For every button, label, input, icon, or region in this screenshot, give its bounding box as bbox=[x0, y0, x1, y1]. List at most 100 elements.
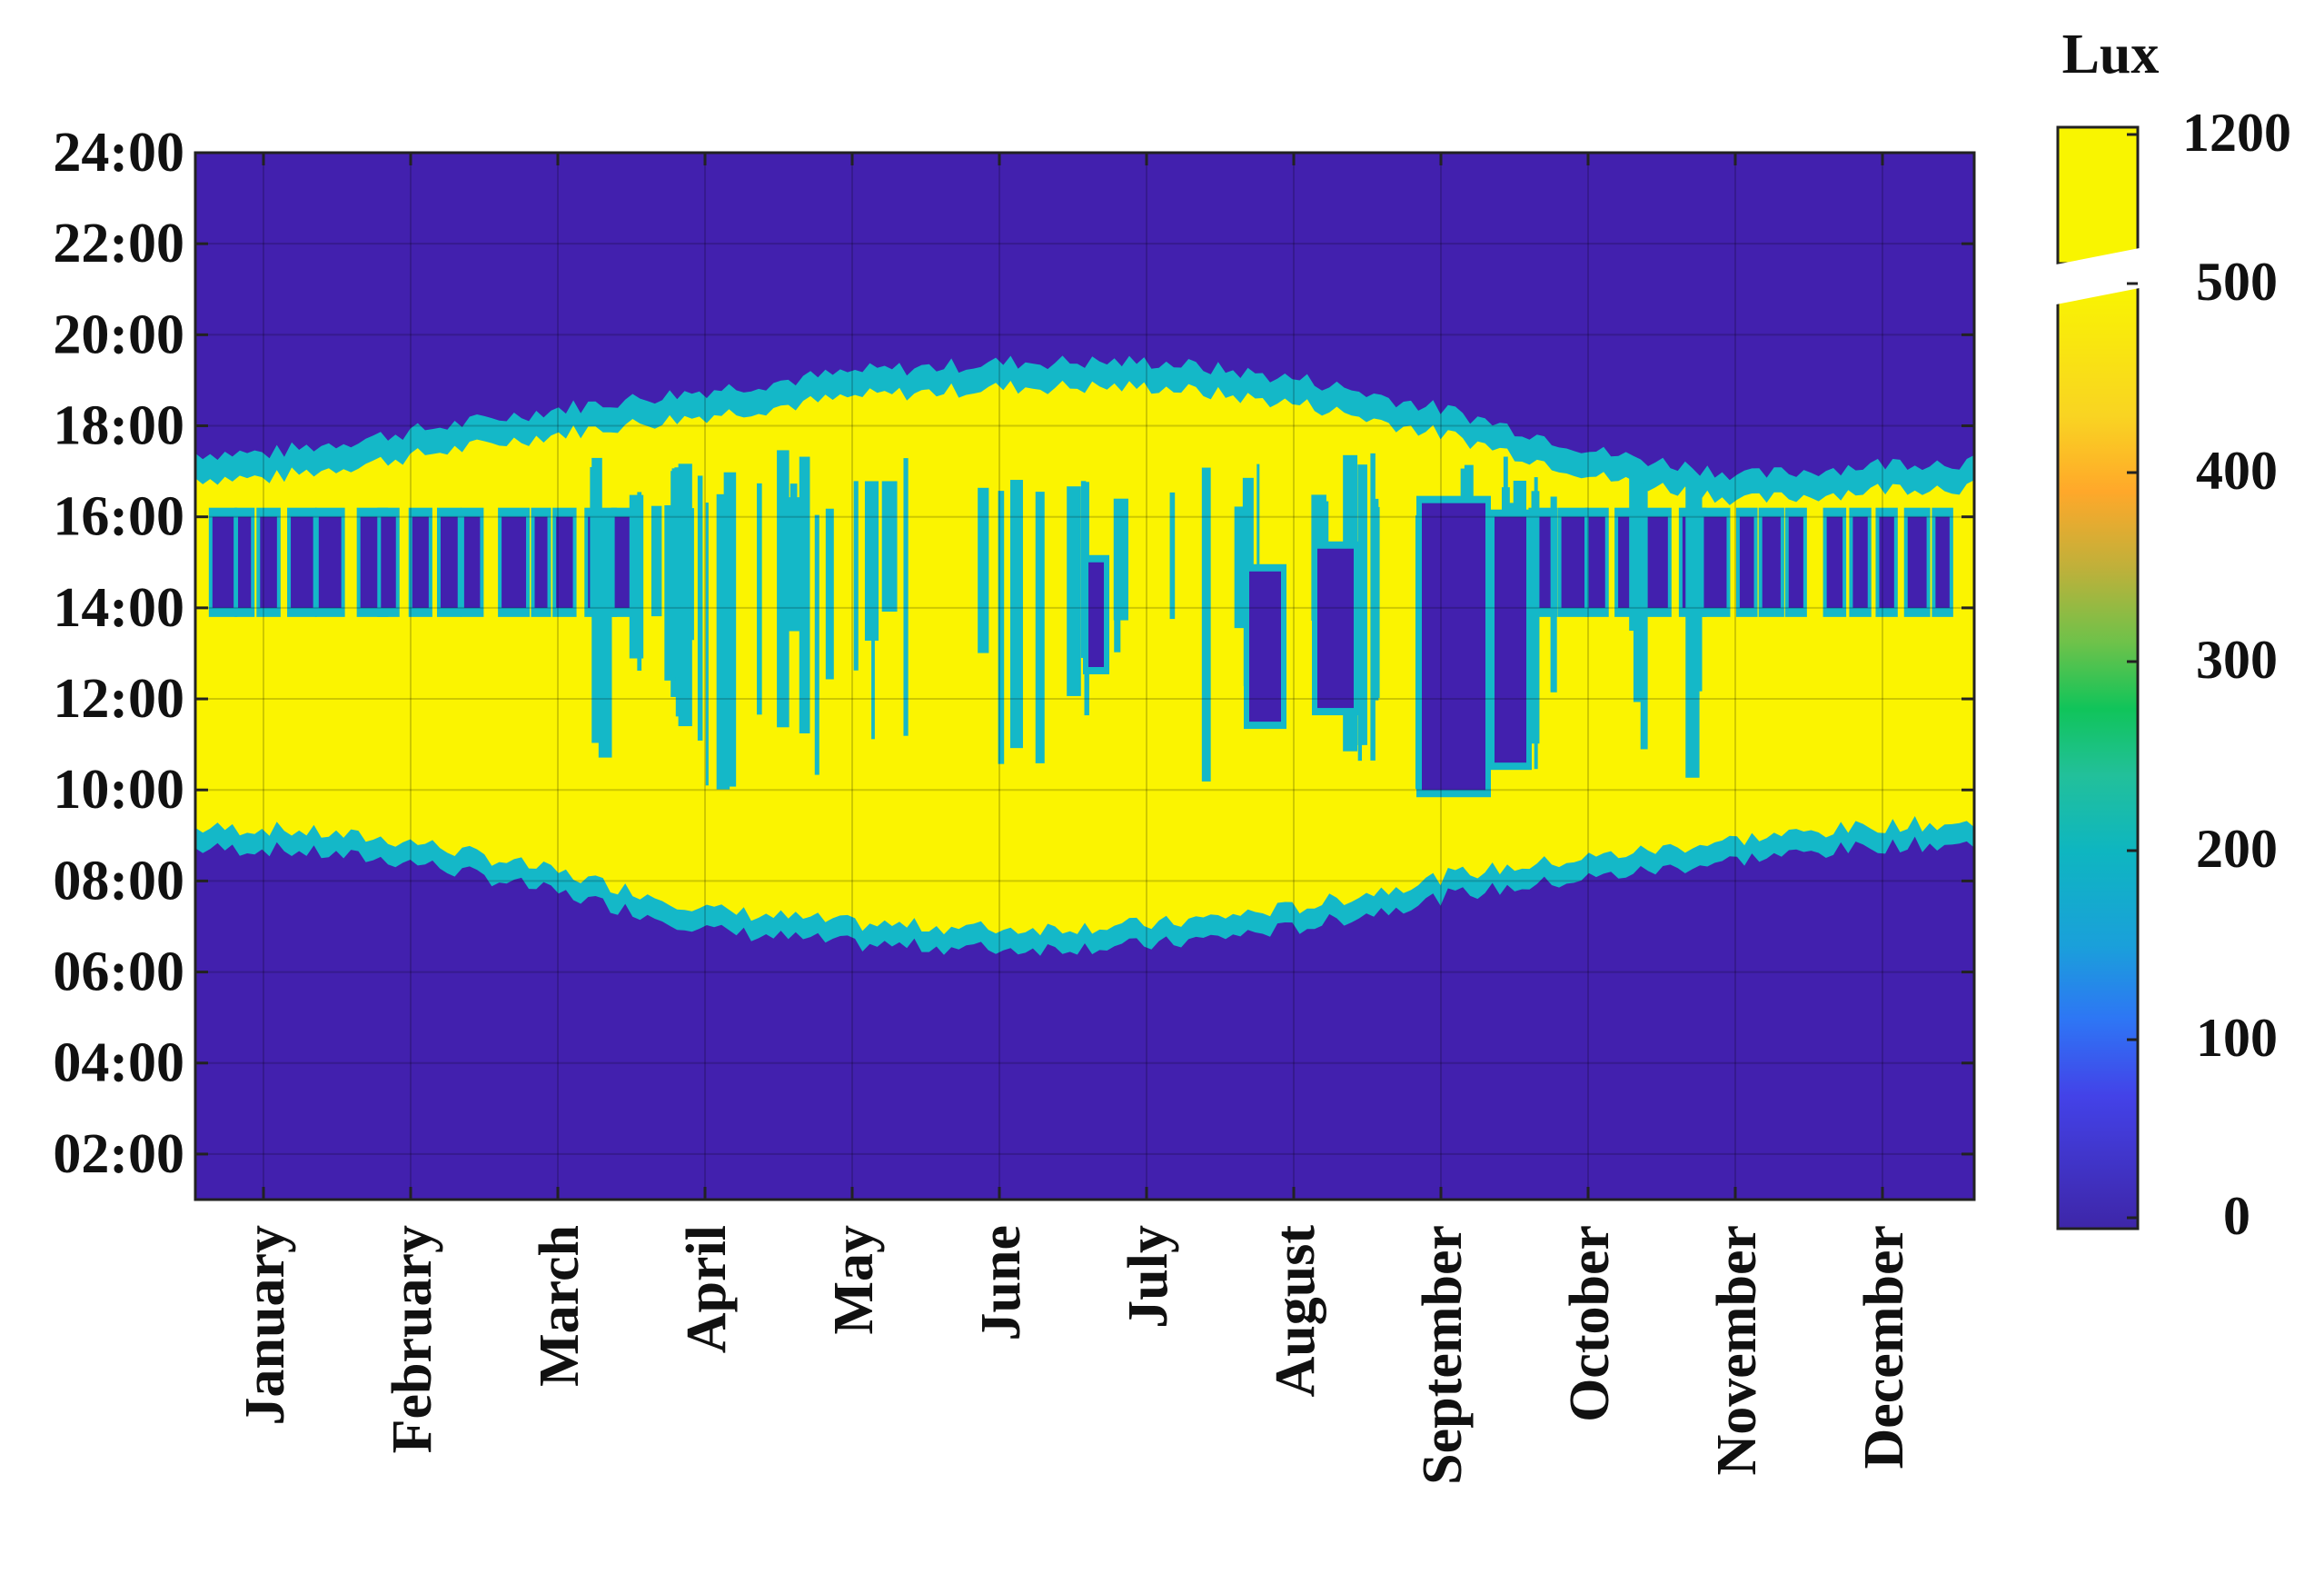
x-tick-label: July bbox=[1117, 1225, 1179, 1329]
cloud-streak bbox=[1169, 492, 1176, 620]
cloud-streak bbox=[1067, 486, 1081, 696]
cloud-streak bbox=[790, 483, 798, 625]
cloud-streak bbox=[799, 456, 810, 733]
x-tick-label: October bbox=[1559, 1225, 1621, 1422]
cloud-gap bbox=[1249, 571, 1281, 722]
cloud-streak bbox=[1629, 475, 1642, 632]
cloud-streak bbox=[1256, 463, 1260, 618]
cloud-streak bbox=[723, 472, 737, 787]
y-tick-label: 14:00 bbox=[53, 577, 184, 639]
x-axis: January February March April May June July Augu… bbox=[234, 153, 1915, 1485]
cloud-gap bbox=[1495, 516, 1526, 763]
cloud-streak bbox=[1370, 453, 1376, 761]
colorbar: Lux 0 100 200 300 400 500 1200 bbox=[2051, 24, 2291, 1246]
cloud-gap bbox=[463, 516, 481, 608]
plot-area bbox=[195, 153, 1974, 1200]
cloud-streak bbox=[1550, 496, 1557, 692]
colorbar-title: Lux bbox=[2062, 24, 2160, 85]
cloud-gap bbox=[291, 516, 313, 608]
colorbar-tick-label: 100 bbox=[2196, 1008, 2278, 1068]
cloud-gap bbox=[1935, 516, 1950, 608]
colorbar-tick-label: 300 bbox=[2196, 630, 2278, 690]
cloud-gap bbox=[212, 516, 234, 608]
cloud-streak bbox=[903, 458, 909, 736]
cloud-gap bbox=[1852, 516, 1868, 608]
y-tick-label: 22:00 bbox=[53, 213, 184, 274]
cloud-gap bbox=[614, 516, 631, 608]
x-tick-label: November bbox=[1706, 1225, 1768, 1475]
cloud-streak bbox=[671, 468, 680, 678]
cloud-streak bbox=[1035, 492, 1045, 763]
cloud-gap bbox=[1703, 516, 1727, 608]
cloud-gap bbox=[1588, 516, 1605, 608]
y-tick-label: 04:00 bbox=[53, 1032, 184, 1094]
cloud-streak bbox=[1201, 467, 1211, 782]
y-tick-label: 08:00 bbox=[53, 850, 184, 912]
y-tick-label: 24:00 bbox=[53, 122, 184, 184]
colorbar-tick-label: 200 bbox=[2196, 819, 2278, 879]
cloud-streak bbox=[1685, 477, 1700, 778]
cloud-streak bbox=[651, 505, 662, 617]
cloud-gap bbox=[440, 516, 458, 608]
cloud-gap bbox=[1907, 516, 1927, 608]
cloud-streak bbox=[853, 481, 859, 671]
cloud-streak bbox=[629, 494, 644, 659]
x-tick-label: May bbox=[823, 1225, 885, 1335]
cloud-gap bbox=[556, 516, 573, 608]
colorbar-tick-label: 0 bbox=[2223, 1186, 2250, 1246]
x-tick-label: March bbox=[529, 1225, 591, 1387]
cloud-streak bbox=[825, 508, 834, 680]
x-tick-label: January bbox=[234, 1225, 296, 1425]
colorbar-top-segment bbox=[2056, 125, 2140, 265]
cloud-gap bbox=[534, 516, 548, 608]
x-tick-label: April bbox=[676, 1225, 738, 1353]
cloud-streak bbox=[1009, 480, 1023, 749]
x-tick-label: June bbox=[970, 1225, 1032, 1340]
cloud-streak bbox=[680, 508, 694, 641]
cloud-streak bbox=[881, 481, 898, 613]
cloud-gap bbox=[1826, 516, 1843, 608]
cloud-gap bbox=[1317, 548, 1354, 709]
cloud-streak bbox=[864, 481, 879, 641]
y-tick-label: 20:00 bbox=[53, 304, 184, 365]
cloud-gap bbox=[1422, 503, 1485, 791]
cloud-streak bbox=[1374, 498, 1379, 701]
cloud-streak bbox=[1531, 491, 1540, 744]
y-axis: 02:00 04:00 06:00 08:00 10:00 12:00 14:00 16:00… bbox=[53, 122, 1974, 1185]
cloud-streak bbox=[1699, 476, 1703, 692]
cloud-streak bbox=[814, 514, 819, 775]
colorbar-break bbox=[2051, 247, 2144, 305]
x-tick-label: August bbox=[1265, 1225, 1326, 1398]
cloud-gap bbox=[412, 516, 429, 608]
cloud-gap bbox=[1088, 562, 1104, 667]
x-tick-label: December bbox=[1853, 1225, 1915, 1469]
y-tick-label: 12:00 bbox=[53, 668, 184, 730]
cloud-gap bbox=[1645, 516, 1668, 608]
colorbar-tick-label: 400 bbox=[2196, 441, 2278, 501]
cloud-streak bbox=[998, 491, 1005, 764]
cloud-gap bbox=[260, 516, 277, 608]
cloud-gap bbox=[1762, 516, 1781, 608]
cloud-streak bbox=[777, 450, 790, 728]
colorbar-ticks: 0 100 200 300 400 500 1200 bbox=[2127, 103, 2291, 1246]
y-tick-label: 02:00 bbox=[53, 1123, 184, 1185]
cloud-gap bbox=[502, 516, 527, 608]
y-tick-label: 16:00 bbox=[53, 486, 184, 548]
cloud-streak bbox=[1114, 513, 1121, 653]
colorbar-main-segment bbox=[2056, 282, 2140, 1230]
cloud-streak bbox=[979, 493, 988, 632]
cloud-streak bbox=[591, 457, 602, 743]
cloud-gap bbox=[238, 516, 252, 608]
cloud-gap bbox=[1739, 516, 1754, 608]
cloud-streak bbox=[1640, 483, 1648, 750]
cloud-gap bbox=[318, 516, 342, 608]
y-tick-label: 10:00 bbox=[53, 759, 184, 821]
x-tick-label: September bbox=[1412, 1225, 1474, 1485]
cloud-streak bbox=[705, 503, 709, 786]
cloud-gap bbox=[1879, 516, 1894, 608]
y-tick-label: 06:00 bbox=[53, 941, 184, 1003]
cloud-streak bbox=[697, 475, 703, 741]
cloud-gap bbox=[1788, 516, 1803, 608]
colorbar-tick-label: 1200 bbox=[2182, 103, 2291, 163]
